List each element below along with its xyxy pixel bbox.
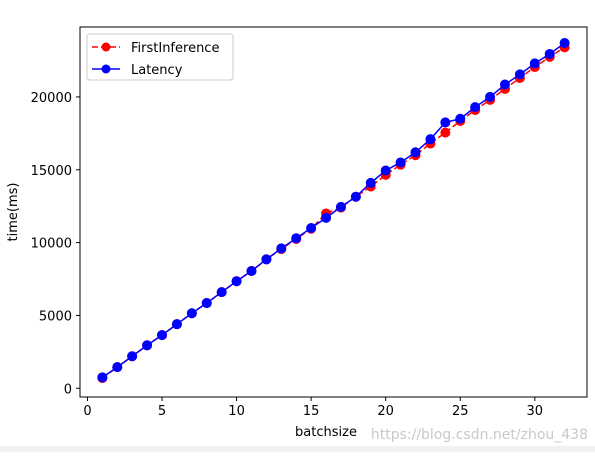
- legend-marker: [101, 42, 111, 52]
- legend-label: Latency: [131, 63, 183, 78]
- y-axis-label: time(ms): [6, 183, 21, 242]
- data-point: [499, 79, 510, 90]
- data-point: [231, 276, 242, 287]
- data-point: [514, 69, 525, 80]
- bottom-strip: [0, 446, 595, 452]
- x-tick-label: 20: [377, 404, 394, 419]
- data-point: [485, 91, 496, 102]
- data-point: [97, 372, 108, 383]
- data-point: [455, 113, 466, 124]
- data-point: [261, 254, 272, 265]
- x-tick-label: 10: [228, 404, 245, 419]
- y-tick-label: 5000: [39, 309, 72, 324]
- x-tick-label: 25: [452, 404, 469, 419]
- data-point: [142, 340, 153, 351]
- legend-item: FirstInference: [92, 41, 219, 56]
- data-point: [529, 58, 540, 69]
- data-point: [186, 308, 197, 319]
- data-point: [157, 330, 168, 341]
- data-point: [291, 233, 302, 244]
- plot-frame: [79, 26, 588, 398]
- x-tick-label: 5: [158, 404, 166, 419]
- series-latency: [97, 38, 570, 383]
- data-point: [335, 201, 346, 212]
- y-tick-label: 10000: [31, 237, 72, 252]
- series-line: [101, 42, 566, 378]
- legend-label: FirstInference: [131, 41, 219, 56]
- data-point: [246, 265, 257, 276]
- y-tick-label: 0: [64, 382, 72, 397]
- legend-box: [86, 33, 234, 81]
- data-point: [440, 127, 451, 138]
- legend-items: FirstInference Latency: [92, 41, 219, 78]
- legend-item: Latency: [92, 63, 183, 78]
- data-point: [112, 362, 123, 373]
- y-axis: 0 5000 10000 15000 20000: [31, 91, 80, 397]
- data-point: [544, 48, 555, 59]
- x-axis-label: batchsize: [295, 425, 357, 440]
- x-axis: 0 5 10 15 20 25 30: [83, 397, 543, 419]
- legend-marker: [101, 64, 111, 74]
- y-tick-label: 20000: [31, 91, 72, 106]
- data-point: [559, 38, 570, 49]
- x-tick-label: 30: [527, 404, 544, 419]
- data-point: [350, 191, 361, 202]
- data-point: [201, 298, 212, 309]
- data-point: [216, 287, 227, 298]
- data-point: [127, 351, 138, 362]
- x-tick-label: 0: [83, 404, 91, 419]
- data-point: [470, 102, 481, 113]
- data-point: [276, 243, 287, 254]
- y-tick-label: 15000: [31, 164, 72, 179]
- watermark: https://blog.csdn.net/zhou_438: [371, 427, 588, 443]
- series-layer: [97, 38, 570, 384]
- data-point: [306, 223, 317, 234]
- x-tick-label: 15: [303, 404, 320, 419]
- data-point: [365, 177, 376, 188]
- data-point: [171, 319, 182, 330]
- data-point: [440, 117, 451, 128]
- data-point: [321, 212, 332, 223]
- data-point: [380, 165, 391, 176]
- data-point: [410, 147, 421, 158]
- legend: FirstInference Latency: [86, 33, 234, 81]
- data-point: [425, 134, 436, 145]
- data-point: [395, 157, 406, 168]
